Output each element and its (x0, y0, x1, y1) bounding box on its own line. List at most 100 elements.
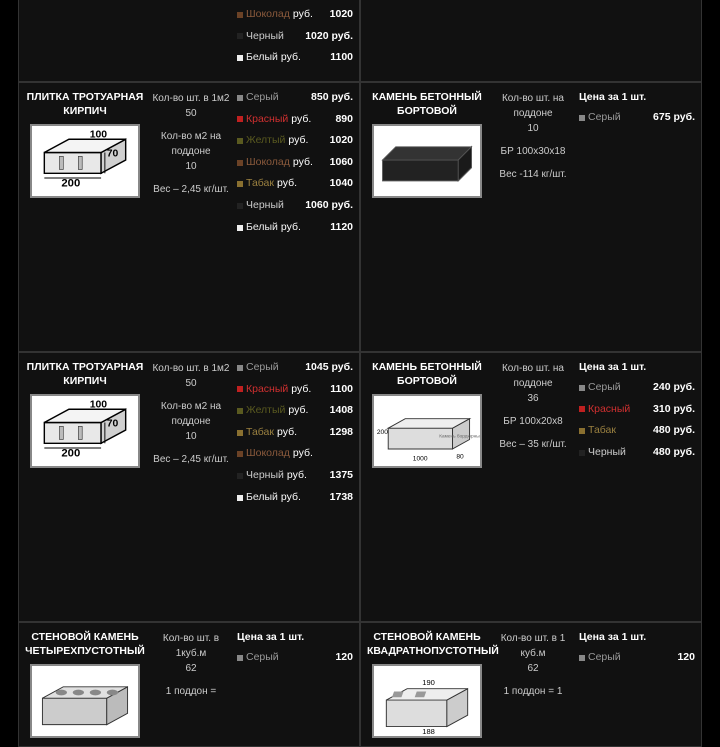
product-prices: Цена за 1 шт. Серый 120 (237, 631, 353, 738)
color-label: Белый руб. (237, 491, 301, 505)
product-image (30, 664, 140, 738)
price-value: 1020 (330, 8, 353, 22)
color-label: Черный (579, 446, 626, 460)
color-label: Черный (237, 199, 284, 213)
price-row: Шоколад руб. 1060 (237, 156, 353, 170)
price-value: 1020 руб. (305, 30, 353, 44)
svg-text:190: 190 (422, 678, 435, 687)
price-header: Цена за 1 шт. (579, 91, 695, 103)
price-row: Серый 120 (579, 651, 695, 665)
price-row: Серый 675 руб. (579, 111, 695, 125)
spec-block: 1 поддон = (151, 684, 231, 699)
spec-block: БР 100х20х8 (493, 414, 573, 429)
price-value: 1298 (330, 426, 353, 440)
price-row: Черный 1020 руб. (237, 30, 353, 44)
price-row: Табак руб. 1040 (237, 177, 353, 191)
price-value: 1375 (330, 469, 353, 483)
product-prices: Цена за 1 шт. Серый 675 руб. (579, 91, 695, 343)
color-label: Шоколад руб. (237, 8, 312, 22)
price-row: Серый 1045 руб. (237, 361, 353, 375)
product-cell: СТЕНОВОЙ КАМЕНЬ КВАДРАТНОПУСТОТНЫЙ 190 1… (360, 622, 702, 747)
product-title: СТЕНОВОЙ КАМЕНЬ КВАДРАТНОПУСТОТНЫЙ (367, 631, 487, 658)
product-image (372, 124, 482, 198)
color-label: Серый (579, 651, 621, 665)
spec-block: Вес – 35 кг/шт. (493, 437, 573, 452)
price-row: Шоколад руб. 1020 (237, 8, 353, 22)
color-label: Шоколад руб. (237, 447, 312, 461)
product-cell: ПЛИТКА ТРОТУАРНАЯ КИРПИЧ 100 70 200 Кол-… (18, 352, 360, 622)
price-row: Желтый руб. 1408 (237, 404, 353, 418)
spec-block: Вес -114 кг/шт. (493, 167, 573, 182)
spec-block: Кол-во шт. в 1м250 (151, 91, 231, 121)
color-label: Серый (579, 111, 621, 125)
price-row: Черный руб. 1375 (237, 469, 353, 483)
color-label: Красный руб. (237, 113, 311, 127)
spec-block: Кол-во м2 на поддоне10 (151, 129, 231, 174)
price-value: 120 (677, 651, 695, 665)
product-specs: Кол-во шт. в 1куб.м62 1 поддон = (151, 631, 231, 738)
product-prices: Серый 850 руб. Красный руб. 890 Желтый р… (237, 91, 353, 343)
color-label: Серый (237, 91, 279, 105)
price-value: 1100 (330, 51, 353, 65)
spec-block: Кол-во шт. в 1м250 (151, 361, 231, 391)
price-value: 1060 руб. (305, 199, 353, 213)
price-header: Цена за 1 шт. (579, 631, 695, 643)
product-prices: Цена за 1 шт. Серый 240 руб. Красный 310… (579, 361, 695, 613)
color-label: Красный (579, 403, 630, 417)
color-label: Черный (237, 30, 284, 44)
spec-block: Кол-во шт. в 1 куб.м62 (493, 631, 573, 676)
spec-block: Кол-во шт. на поддоне36 (493, 361, 573, 406)
product-specs: Кол-во шт. на поддоне10БР 100х30х18Вес -… (493, 91, 573, 343)
price-row: Красный руб. 1100 (237, 383, 353, 397)
color-label: Шоколад руб. (237, 156, 312, 170)
color-label: Белый руб. (237, 51, 301, 65)
price-row: Черный 1060 руб. (237, 199, 353, 213)
price-value: 1100 (330, 383, 353, 397)
svg-text:200: 200 (377, 429, 388, 436)
product-prices: Серый 1045 руб. Красный руб. 1100 Желтый… (237, 361, 353, 613)
product-title: СТЕНОВОЙ КАМЕНЬ ЧЕТЫРЕХПУСТОТНЫЙ (25, 631, 145, 658)
color-label: Белый руб. (237, 221, 301, 235)
product-title: КАМЕНЬ БЕТОННЫЙ БОРТОВОЙ (367, 91, 487, 118)
product-image: 100 70 200 (30, 394, 140, 468)
price-row: Черный 480 руб. (579, 446, 695, 460)
product-cell: ПЛИТКА ТРОТУАРНАЯ КИРПИЧ 100 70 200 Кол-… (18, 82, 360, 352)
price-value: 120 (335, 651, 353, 665)
svg-text:200: 200 (61, 448, 80, 460)
price-value: 1045 руб. (305, 361, 353, 375)
product-title: ПЛИТКА ТРОТУАРНАЯ КИРПИЧ (25, 91, 145, 118)
spec-block: Кол-во шт. на поддоне10 (493, 91, 573, 136)
price-value: 480 руб. (653, 424, 695, 438)
svg-text:200: 200 (61, 178, 80, 190)
price-value: 1020 (330, 134, 353, 148)
product-image: 100 70 200 (30, 124, 140, 198)
color-label: Табак руб. (237, 426, 297, 440)
price-value: 1408 (330, 404, 353, 418)
price-value: 1060 (330, 156, 353, 170)
color-label: Черный руб. (237, 469, 307, 483)
product-prices: Шоколад руб. 1020 Черный 1020 руб. Белый… (237, 8, 353, 73)
spec-block: Вес – 2,45 кг/шт. (151, 452, 231, 467)
price-row: Серый 850 руб. (237, 91, 353, 105)
price-value: 850 руб. (311, 91, 353, 105)
color-label: Серый (579, 381, 621, 395)
svg-text:70: 70 (107, 418, 119, 429)
product-title: ПЛИТКА ТРОТУАРНАЯ КИРПИЧ (25, 361, 145, 388)
svg-text:100: 100 (90, 400, 108, 411)
product-specs (493, 8, 573, 73)
spec-block: Кол-во шт. в 1куб.м62 (151, 631, 231, 676)
product-cell: СТЕНОВОЙ КАМЕНЬ ЧЕТЫРЕХПУСТОТНЫЙ Кол-во … (18, 622, 360, 747)
product-image: 190 188 (372, 664, 482, 738)
price-row: Серый 240 руб. (579, 381, 695, 395)
product-cell: КАМЕНЬ БЕТОННЫЙ БОРТОВОЙ Кол-во шт. на п… (360, 82, 702, 352)
product-specs (151, 8, 231, 73)
svg-text:188: 188 (422, 727, 435, 736)
price-row: Красный 310 руб. (579, 403, 695, 417)
price-value: 310 руб. (653, 403, 695, 417)
product-prices (579, 8, 695, 73)
product-specs: Кол-во шт. в 1м250 Кол-во м2 на поддоне10… (151, 91, 231, 343)
product-specs: Кол-во шт. в 1 куб.м621 поддон = 1 (493, 631, 573, 738)
product-cell (360, 0, 702, 82)
color-label: Табак руб. (237, 177, 297, 191)
price-value: 1040 (330, 177, 353, 191)
